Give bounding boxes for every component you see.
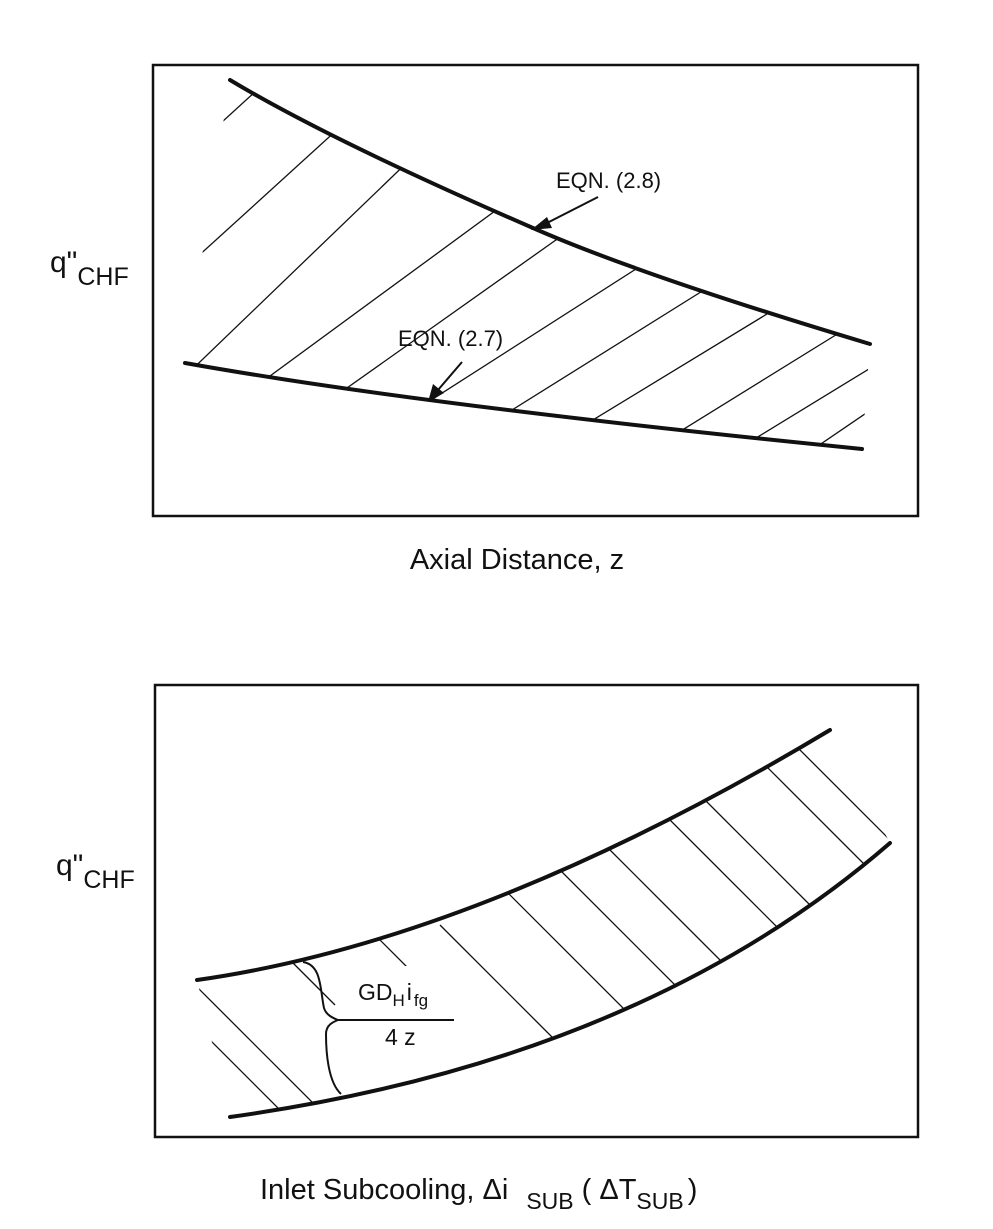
hatch-line bbox=[849, 419, 870, 449]
top-y-axis-label-subscript: CHF bbox=[77, 263, 128, 291]
gap-brace bbox=[302, 961, 342, 1095]
hatch-line bbox=[185, 117, 351, 301]
hatch-line bbox=[204, 1034, 291, 1117]
lower-curve-label: EQN. (2.7) bbox=[398, 326, 503, 351]
lower-curve-arrowhead bbox=[428, 384, 444, 402]
hatch-line bbox=[329, 229, 571, 401]
hatch-line bbox=[769, 730, 890, 861]
hatch-line bbox=[554, 864, 701, 1011]
bottom-y-axis-label-subscript: CHF bbox=[83, 866, 134, 894]
lower-curve-eqn-2-7 bbox=[183, 361, 864, 451]
bottom-lower-curve bbox=[228, 841, 892, 1119]
bottom-hatch-region bbox=[197, 730, 890, 1117]
top-x-axis-label: Axial Distance, z bbox=[410, 544, 624, 576]
hatch-line bbox=[739, 739, 881, 881]
bottom-diagram: GDHi fg 4 z q"CHF Inlet Subcooling, Δi SUB… bbox=[56, 683, 920, 1214]
top-hatch-region bbox=[185, 80, 870, 449]
hatch-line bbox=[599, 839, 761, 1001]
bottom-x-axis-label-paren-sub: SUB bbox=[636, 1188, 683, 1214]
gap-label-denominator: 4 z bbox=[385, 1024, 416, 1050]
gap-label-numerator: GDHi fg bbox=[358, 979, 428, 1010]
top-diagram: EQN. (2.8) EQN. (2.7) q"CHF Axial Distan… bbox=[50, 63, 920, 576]
hatch-line bbox=[499, 884, 641, 1026]
gap-label-i: i bbox=[407, 979, 412, 1005]
bottom-x-axis-label-sub: SUB bbox=[526, 1188, 573, 1214]
bottom-plot-frame bbox=[153, 683, 920, 1139]
hatch-line bbox=[209, 199, 511, 421]
gap-label-sub-h: H bbox=[393, 991, 405, 1010]
hatch-line bbox=[699, 794, 831, 926]
hatch-line bbox=[559, 299, 791, 441]
hatch-line bbox=[439, 924, 561, 1046]
gap-label-sub-fg: fg bbox=[414, 991, 428, 1010]
upper-curve-eqn-2-8 bbox=[228, 78, 872, 346]
bottom-upper-curve bbox=[195, 728, 832, 982]
top-y-axis-label: q"CHF bbox=[50, 246, 129, 291]
upper-curve-arrow bbox=[544, 196, 599, 225]
hatch-line bbox=[185, 149, 421, 411]
gap-label-background bbox=[338, 966, 466, 1048]
lower-curve-arrow bbox=[437, 361, 463, 391]
hatch-line bbox=[649, 799, 811, 961]
upper-curve-arrowhead bbox=[531, 217, 552, 230]
bottom-x-axis-label: Inlet Subcooling, Δi SUB( ΔTSUB) bbox=[260, 1174, 697, 1214]
hatch-line bbox=[789, 389, 870, 449]
bottom-x-axis-label-paren-open: ( ΔT bbox=[582, 1174, 637, 1206]
bottom-x-axis-label-paren-close: ) bbox=[688, 1174, 698, 1206]
bottom-y-axis-label: q"CHF bbox=[56, 849, 135, 894]
upper-curve-label: EQN. (2.8) bbox=[556, 168, 661, 193]
top-plot-frame bbox=[151, 63, 920, 518]
hatch-line bbox=[479, 279, 721, 431]
hatch-line bbox=[649, 319, 861, 449]
hatch-line bbox=[197, 959, 331, 1117]
hatch-line bbox=[185, 80, 291, 216]
